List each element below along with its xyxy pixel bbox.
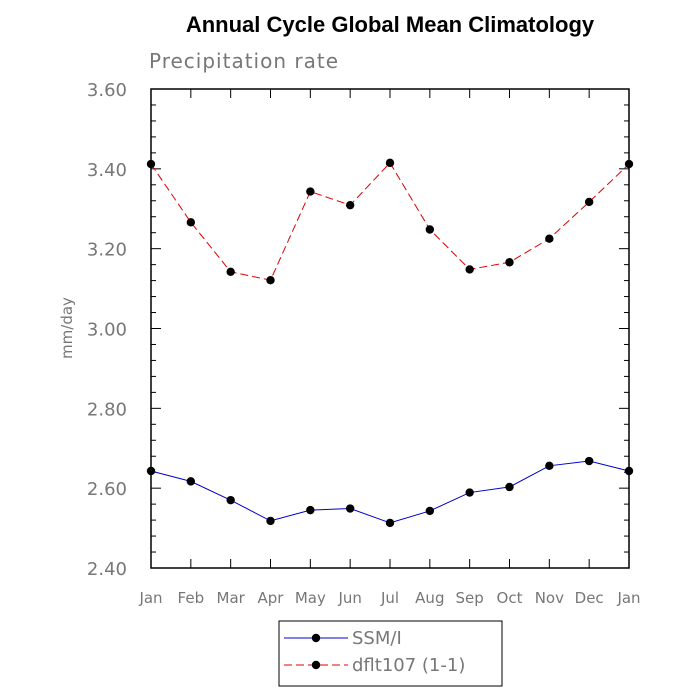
data-point — [226, 267, 235, 277]
y-tick-label: 3.20 — [87, 240, 127, 261]
data-point — [226, 495, 235, 505]
x-tick-label: Dec — [575, 589, 604, 607]
x-tick-label: Mar — [217, 589, 246, 607]
data-point — [266, 276, 275, 285]
data-point — [545, 234, 554, 243]
y-tick-label: 2.60 — [87, 479, 127, 500]
y-tick-label: 2.40 — [87, 559, 127, 580]
data-point — [186, 477, 196, 486]
y-tick-label: 2.80 — [87, 399, 127, 420]
y-tick-label: 3.00 — [87, 320, 127, 341]
legend-label: dflt107 (1-1) — [352, 655, 465, 676]
legend: SSM/I dflt107 (1-1) — [278, 620, 503, 687]
data-point — [465, 265, 474, 274]
x-tick-label: Jan — [138, 589, 162, 607]
data-point — [306, 505, 315, 515]
data-point — [146, 466, 156, 476]
y-tick-labels: 2.40 2.60 2.80 3.00 3.20 3.40 3.60 — [87, 80, 127, 580]
y-tick-label: 3.60 — [87, 80, 127, 101]
series-line — [150, 162, 630, 281]
data-point — [505, 258, 514, 267]
x-tick-label: Apr — [258, 589, 285, 607]
data-point — [425, 506, 435, 516]
data-point — [584, 197, 594, 207]
x-tick-label: May — [295, 589, 326, 607]
data-point — [266, 516, 275, 526]
data-point — [465, 488, 474, 497]
x-tick-label: Feb — [178, 589, 205, 607]
y-axis-label: mm/day — [58, 297, 76, 359]
data-point — [624, 159, 634, 169]
legend-marker — [311, 633, 321, 643]
data-point — [425, 225, 435, 234]
data-point — [385, 518, 395, 528]
chart-title: Annual Cycle Global Mean Climatology — [186, 12, 595, 37]
series-line — [150, 460, 630, 524]
x-tick-label: Jul — [380, 589, 399, 607]
x-tick-label: Jun — [337, 589, 361, 607]
series-1 — [146, 158, 634, 285]
data-point — [624, 466, 634, 476]
y-tick-label: 3.40 — [87, 160, 127, 181]
series-0 — [146, 456, 634, 528]
data-point — [345, 200, 355, 210]
chart-subtitle: Precipitation rate — [149, 49, 339, 73]
legend-box — [278, 620, 503, 687]
x-tick-label: Aug — [415, 589, 444, 607]
legend-marker — [311, 660, 321, 670]
axis-ticks — [150, 88, 630, 569]
legend-label: SSM/I — [352, 628, 402, 649]
data-point — [584, 456, 594, 466]
x-tick-label: Jan — [616, 589, 640, 607]
data-point — [385, 158, 395, 168]
series-layer — [146, 158, 634, 528]
data-point — [545, 461, 554, 471]
data-point — [146, 159, 156, 169]
x-tick-label: Oct — [497, 589, 523, 607]
data-point — [186, 218, 196, 227]
data-point — [505, 482, 514, 492]
x-tick-label: Nov — [535, 589, 564, 607]
data-point — [345, 504, 355, 513]
x-tick-label: Sep — [456, 589, 484, 607]
data-point — [306, 187, 315, 196]
x-tick-labels: Jan Feb Mar Apr May Jun Jul Aug Sep Oct Nov Dec Jan — [138, 589, 640, 607]
